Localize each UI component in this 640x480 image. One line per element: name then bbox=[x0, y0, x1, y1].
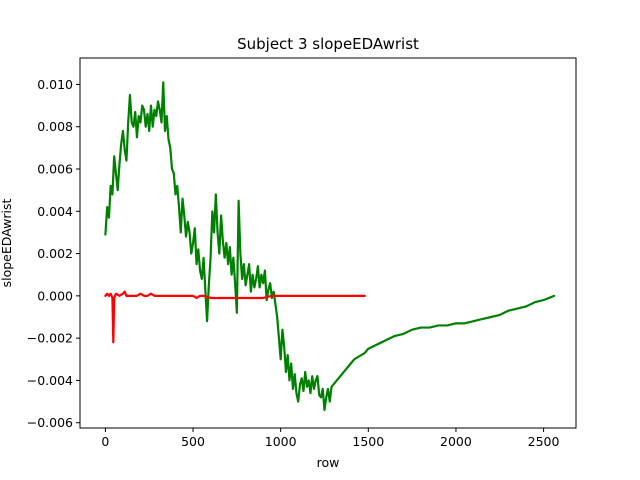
x-tick-label: 1500 bbox=[352, 434, 384, 449]
y-tick-label: −0.004 bbox=[27, 373, 73, 388]
series-layer bbox=[104, 81, 556, 412]
y-tick-label: 0.002 bbox=[37, 246, 73, 261]
x-axis: 0 500 1000 1500 2000 2500 bbox=[101, 428, 560, 449]
x-tick-label: 0 bbox=[101, 434, 109, 449]
series-line-1 bbox=[104, 290, 366, 344]
y-axis: −0.006 −0.004 −0.002 0.000 0.002 0.004 0.006 0.… bbox=[27, 77, 80, 430]
plot-frame bbox=[79, 57, 577, 429]
x-tick-label: 500 bbox=[181, 434, 205, 449]
y-tick-label: 0.006 bbox=[37, 162, 73, 177]
y-tick-label: 0.004 bbox=[37, 204, 73, 219]
chart-title: Subject 3 slopeEDAwrist bbox=[237, 35, 419, 53]
y-tick-label: −0.006 bbox=[27, 415, 73, 430]
x-axis-label: row bbox=[317, 455, 340, 470]
y-tick-label: 0.008 bbox=[37, 119, 73, 134]
x-tick-label: 2500 bbox=[528, 434, 560, 449]
x-tick-label: 1000 bbox=[265, 434, 297, 449]
y-axis-label: slopeEDAwrist bbox=[0, 198, 14, 287]
y-tick-label: 0.010 bbox=[37, 77, 73, 92]
y-tick-label: 0.000 bbox=[37, 288, 73, 303]
series-line-0 bbox=[104, 81, 556, 412]
y-tick-label: −0.002 bbox=[27, 331, 73, 346]
x-tick-label: 2000 bbox=[440, 434, 472, 449]
